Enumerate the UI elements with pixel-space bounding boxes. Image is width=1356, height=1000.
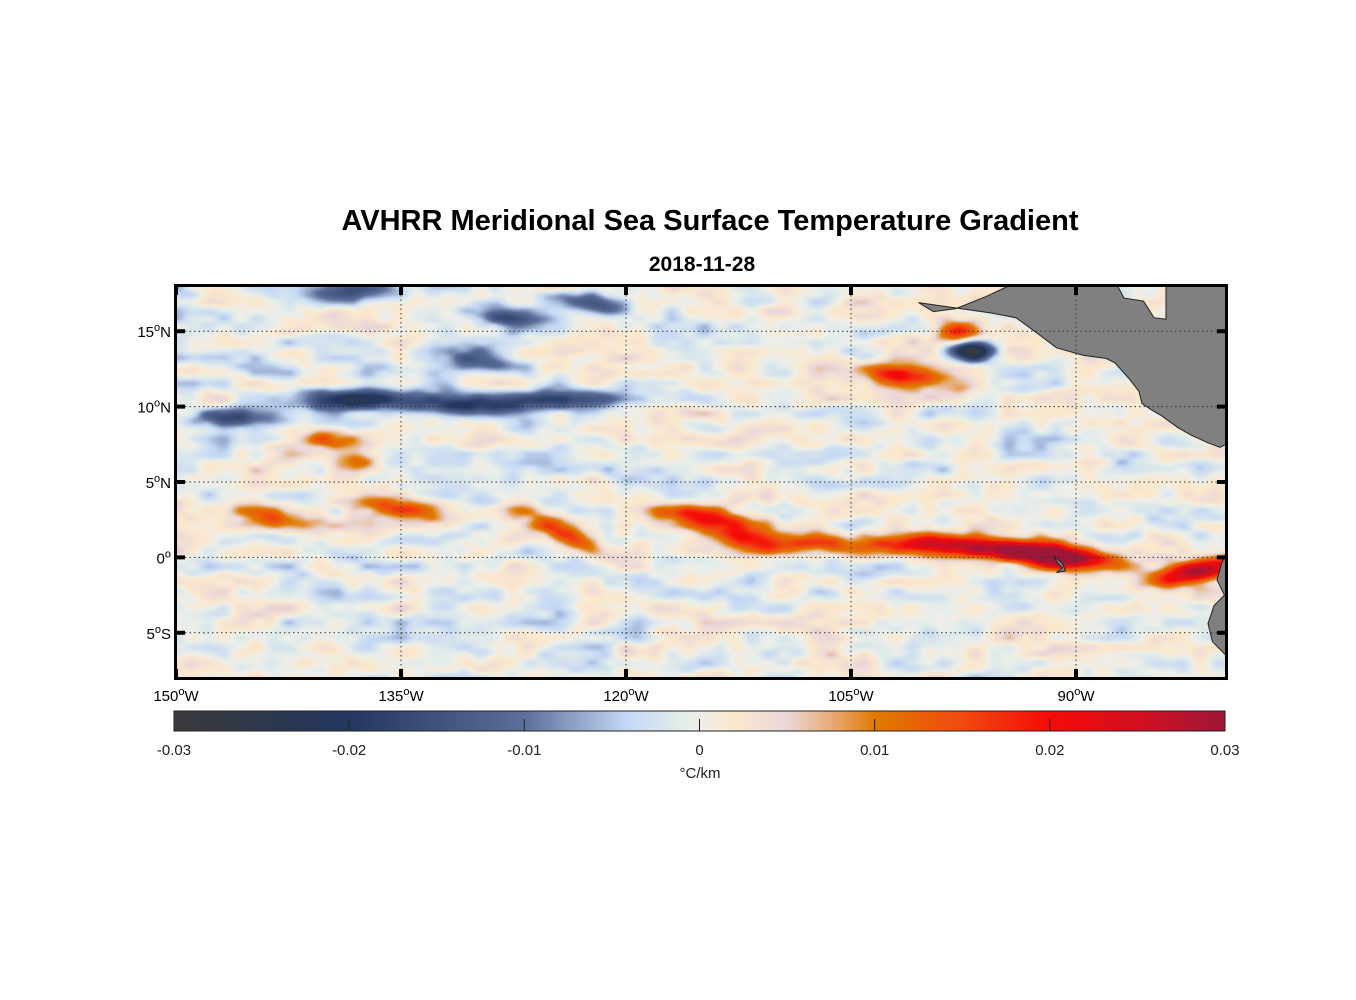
x-tick-label: 150oW <box>153 686 199 705</box>
land-south-america <box>1207 553 1226 658</box>
colorbar-tick-label: -0.01 <box>507 742 541 759</box>
colorbar-tick-label: -0.02 <box>332 742 366 759</box>
colorbar-tick-label: -0.03 <box>157 742 191 759</box>
x-tick-labels: 150oW 135oW 120oW 105oW 90oW <box>153 686 1095 705</box>
colorbar-tick-label: 0.01 <box>860 742 889 759</box>
y-tick-label: 0o <box>157 548 171 567</box>
chart-subtitle: 2018-11-28 <box>648 253 756 276</box>
colorbar-ticks: -0.03 -0.02 -0.01 0 0.01 0.02 0.03 <box>157 719 1240 759</box>
axis-ticks <box>174 285 1227 679</box>
chart-title: AVHRR Meridional Sea Surface Temperature… <box>341 205 1079 237</box>
sst-gradient-field <box>176 286 1226 678</box>
colorbar-unit-label: °C/km <box>680 765 721 782</box>
land-galapagos <box>1053 555 1067 573</box>
x-tick-label: 105oW <box>828 686 874 705</box>
x-tick-label: 90oW <box>1058 686 1096 705</box>
colorbar-tick-label: 0 <box>695 742 703 759</box>
y-tick-label: 10oN <box>137 398 171 417</box>
colorbar-tick-label: 0.03 <box>1210 742 1239 759</box>
y-tick-label: 5oN <box>146 473 171 492</box>
colorbar-tick-label: 0.02 <box>1035 742 1064 759</box>
colorbar: -0.03 -0.02 -0.01 0 0.01 0.02 0.03 °C/km <box>157 710 1240 782</box>
y-tick-label: 15oN <box>137 322 171 341</box>
x-tick-label: 120oW <box>603 686 649 705</box>
y-tick-labels: 15oN 10oN 5oN 0o 5oS <box>137 322 171 643</box>
y-tick-label: 5oS <box>147 624 171 643</box>
x-tick-label: 135oW <box>378 686 424 705</box>
